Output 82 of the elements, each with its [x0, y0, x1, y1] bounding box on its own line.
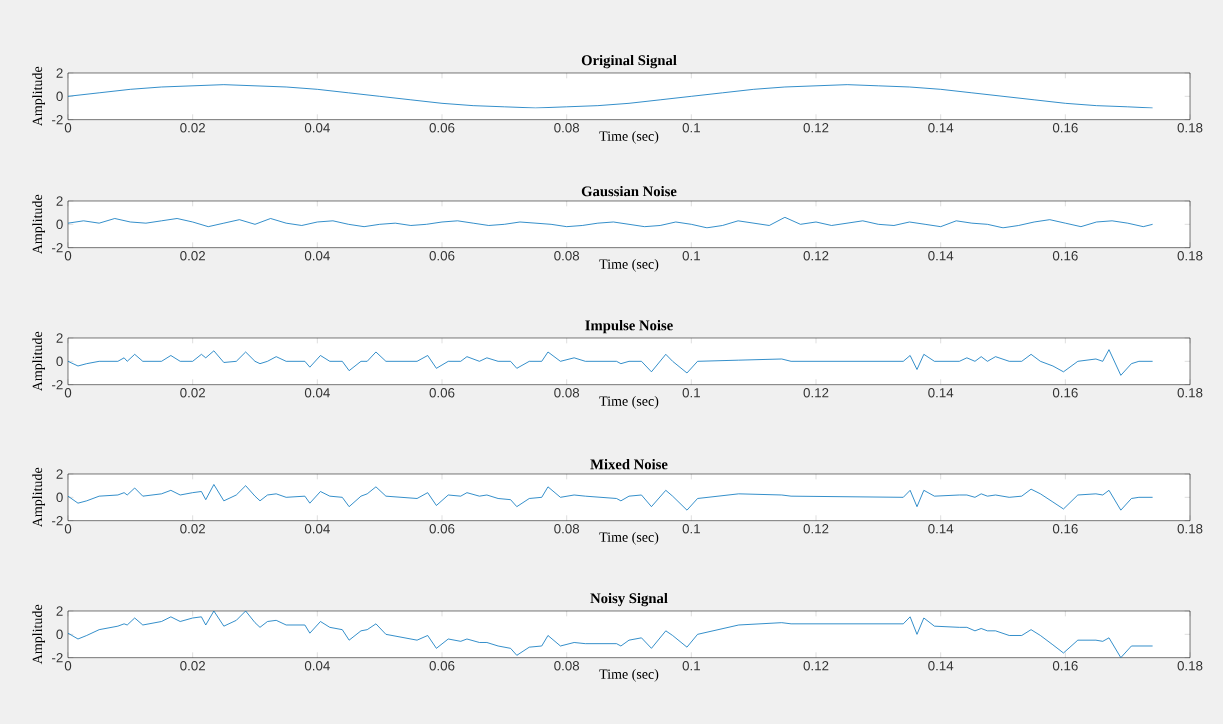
x-tick-label: 0.12: [803, 524, 829, 534]
x-tick-label: 0.08: [554, 524, 580, 534]
y-axis-title: Amplitude: [32, 66, 45, 127]
chart-title: Original Signal: [581, 54, 677, 69]
x-tick-label: 0: [64, 661, 72, 671]
y-tick-label: -2: [52, 380, 63, 390]
x-tick-label: 0.14: [928, 251, 954, 261]
x-tick-label: 0.06: [429, 388, 455, 398]
x-tick-label: 0.14: [928, 123, 954, 133]
x-tick-label: 0.12: [803, 388, 829, 398]
x-tick-label: 0.08: [554, 388, 580, 398]
chart-title: Noisy Signal: [590, 592, 668, 607]
x-tick-label: 0.16: [1052, 388, 1078, 398]
y-tick-label: -2: [52, 115, 63, 125]
x-tick-label: 0.04: [304, 123, 330, 133]
x-tick-label: 0.06: [429, 524, 455, 534]
x-tick-label: 0: [64, 123, 72, 133]
y-axis-title: Amplitude: [32, 331, 45, 392]
x-axis-title: Time (sec): [599, 531, 659, 545]
chart-title: Mixed Noise: [590, 458, 668, 470]
y-tick-label: -2: [52, 516, 63, 526]
x-tick-label: 0.1: [682, 524, 700, 534]
x-tick-label: 0.06: [429, 661, 455, 671]
x-tick-label: 0.18: [1177, 388, 1203, 398]
x-tick-label: 0.1: [682, 388, 700, 398]
x-tick-label: 0.04: [304, 524, 330, 534]
y-tick-label: 0: [56, 356, 63, 367]
chart-title: Gaussian Noise: [581, 185, 677, 197]
x-tick-label: 0.16: [1052, 524, 1078, 534]
line-series: [68, 484, 1154, 511]
x-tick-label: 0.14: [928, 524, 954, 534]
x-axis-title: Time (sec): [599, 395, 659, 409]
y-tick-label: 0: [56, 492, 63, 503]
y-tick-label: 2: [56, 68, 63, 78]
x-tick-label: 0.1: [682, 251, 700, 261]
x-axis-title: Time (sec): [599, 130, 659, 144]
x-axis-title: Time (sec): [599, 668, 659, 682]
x-tick-label: 0.18: [1177, 661, 1203, 671]
x-tick-label: 0.12: [803, 661, 829, 671]
y-tick-label: 0: [56, 629, 63, 640]
x-tick-label: 0.02: [180, 123, 205, 133]
line-series: [68, 349, 1154, 376]
x-tick-label: 0.06: [429, 251, 455, 261]
y-axis-title: Amplitude: [32, 604, 45, 665]
x-tick-label: 0.16: [1052, 661, 1078, 671]
y-tick-label: 2: [56, 196, 63, 206]
y-tick-label: -2: [52, 243, 63, 253]
x-tick-label: 0.08: [554, 123, 580, 133]
x-tick-label: 0.16: [1052, 123, 1078, 133]
y-tick-label: 0: [56, 219, 63, 230]
x-tick-label: 0.16: [1052, 251, 1078, 261]
y-tick-label: 0: [56, 91, 63, 102]
y-axis-title: Amplitude: [32, 467, 45, 528]
y-tick-label: 2: [56, 469, 63, 479]
y-tick-label: 2: [56, 606, 63, 616]
x-tick-label: 0.1: [682, 661, 700, 671]
x-tick-label: 0.18: [1177, 251, 1203, 261]
x-tick-label: 0.14: [928, 661, 954, 671]
y-axis-title: Amplitude: [32, 194, 45, 255]
x-tick-label: 0: [64, 251, 72, 261]
x-tick-label: 0.08: [554, 251, 580, 261]
y-tick-label: -2: [52, 653, 63, 663]
x-tick-label: 0.04: [304, 251, 330, 261]
x-tick-label: 0.04: [304, 661, 330, 671]
chart-title: Impulse Noise: [585, 320, 673, 334]
x-tick-label: 0.06: [429, 123, 455, 133]
x-tick-label: 0: [64, 388, 72, 398]
x-tick-label: 0.12: [803, 251, 829, 261]
x-tick-label: 0.12: [803, 123, 829, 133]
x-tick-label: 0.04: [304, 388, 330, 398]
x-tick-label: 0.14: [928, 388, 954, 398]
x-tick-label: 0.18: [1177, 524, 1203, 534]
x-tick-label: 0.02: [180, 251, 205, 261]
x-tick-label: 0.08: [554, 661, 580, 671]
x-axis-title: Time (sec): [599, 258, 659, 272]
x-tick-label: 0.02: [180, 388, 205, 398]
x-tick-label: 0.1: [682, 123, 700, 133]
y-tick-label: 2: [56, 333, 63, 343]
x-tick-label: 0.02: [180, 661, 205, 671]
x-tick-label: 0: [64, 524, 72, 534]
x-tick-label: 0.02: [180, 524, 205, 534]
x-tick-label: 0.18: [1177, 123, 1203, 133]
